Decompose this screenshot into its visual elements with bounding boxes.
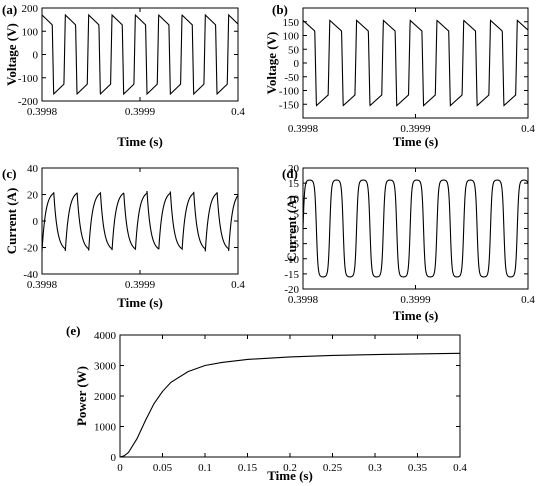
y-tick-label: -50 [284,72,299,84]
x-tick-label: 0.3999 [125,279,156,291]
x-tick-label: 0.4 [231,279,245,291]
x-tick-label: 0.4 [453,462,467,474]
panel-label: (e) [66,323,80,338]
x-tick-label: 0.4 [231,106,245,118]
series-line [41,191,239,252]
y-tick-label: 20 [27,190,39,202]
x-tick-label: 0.05 [153,462,173,474]
x-tick-label: 0.1 [198,462,212,474]
x-tick-label: 0.3999 [125,106,156,118]
x-tick-label: 0.3999 [400,294,431,306]
y-axis-label: Power (W) [74,366,89,426]
x-tick-label: 0.4 [521,123,535,135]
plot-frame [119,334,461,458]
y-tick-label: -40 [23,269,38,281]
y-tick-label: 5 [294,208,300,220]
x-tick-label: 0.3998 [288,294,319,306]
plot-frame [41,167,239,275]
panel-a: 0.3998 0.3999 0.4 200 100 0 -100 -200 (a) Time (s… [2,2,245,149]
y-axis-label: Voltage (V) [4,23,19,86]
x-axis-label: Time (s) [267,468,313,483]
y-tick-label: 4000 [94,330,117,342]
y-tick-label: -5 [290,239,300,251]
series-line [302,19,529,107]
y-tick-label: 0 [33,50,39,62]
y-tick-label: 1000 [94,422,117,434]
y-axis-label: Current (A) [284,195,299,262]
x-tick-label: 0.4 [521,294,535,306]
panel-e: 0 0.05 0.1 0.15 0.2 0.25 0.3 0.35 0.4 4000 3000 200… [66,323,467,483]
y-tick-label: -100 [18,73,39,85]
series-line [41,13,239,96]
y-tick-label: -15 [284,269,299,281]
x-tick-label: 0.3998 [27,106,58,118]
panel-label: (b) [272,2,288,17]
panel-d: 0.3998 0.3999 0.4 20 15 10 5 0 -5 -10 -15 -20 (d) Tim… [282,163,535,323]
y-tick-label: 10 [288,193,300,205]
x-tick-label: 0.3999 [400,123,431,135]
y-tick-label: -150 [279,99,300,111]
x-tick-label: 0.35 [408,462,428,474]
y-tick-label: 20 [288,163,300,175]
y-tick-label: -20 [284,284,299,296]
x-axis-label: Time (s) [117,134,163,149]
series-line [119,352,461,458]
panel-label: (d) [282,166,298,181]
y-tick-label: 3000 [94,361,117,373]
y-tick-label: -10 [284,254,299,266]
y-axis-label: Voltage (V) [264,32,279,95]
x-tick-label: 0.2 [283,462,297,474]
x-tick-label: 0.15 [238,462,258,474]
y-tick-label: 0 [294,224,300,236]
y-tick-label: -100 [279,86,300,98]
series-line [302,179,529,278]
x-tick-label: 0.3998 [288,123,319,135]
x-tick-label: 0.3998 [27,279,58,291]
panel-c: 0.3998 0.3999 0.4 40 20 0 -20 -40 (c) Time (s) Cur… [2,163,245,310]
panel-label: (c) [2,166,16,181]
panel-label: (a) [2,2,17,17]
y-tick-label: 0 [294,58,300,70]
x-tick-label: 0 [117,462,123,474]
plot-frame [41,7,239,102]
y-tick-label: -20 [23,243,38,255]
y-tick-label: 0 [33,216,39,228]
y-tick-label: -200 [18,96,39,108]
y-tick-label: 2000 [94,391,117,403]
x-tick-label: 0.3 [368,462,382,474]
x-tick-label: 0.25 [323,462,343,474]
y-tick-label: 200 [22,3,39,15]
x-axis-label: Time (s) [393,134,439,149]
y-tick-label: 100 [22,26,39,38]
y-tick-label: 40 [27,163,39,175]
y-tick-label: 100 [283,31,300,43]
x-axis-label: Time (s) [393,308,439,323]
y-axis-label: Current (A) [4,188,19,255]
x-axis-label: Time (s) [117,295,163,310]
y-tick-label: 150 [283,17,300,29]
y-tick-label: 0 [111,452,117,464]
plot-frame [302,167,529,290]
y-tick-label: 15 [288,178,300,190]
y-tick-label: 50 [288,44,300,56]
